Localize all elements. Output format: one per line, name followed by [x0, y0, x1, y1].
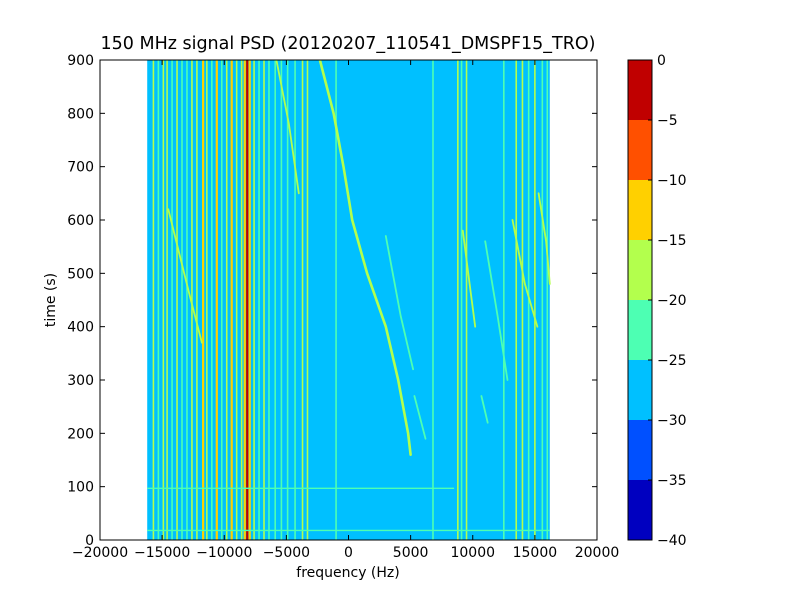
secondary-doppler-trace	[413, 395, 427, 440]
x-axis: −20000 −15000 −10000 −5000 0 5000 10000 15000 20…	[72, 60, 619, 561]
x-tick-label: 15000	[513, 545, 558, 561]
y-tick-label: 600	[67, 213, 94, 229]
colorbar-segment	[628, 480, 652, 540]
secondary-doppler-trace	[384, 235, 415, 371]
secondary-doppler-trace	[275, 60, 300, 195]
x-tick-label: 10000	[450, 545, 495, 561]
colorbar-tick-label: −40	[657, 533, 687, 549]
x-tick-label: 20000	[575, 545, 620, 561]
y-tick-label: 100	[67, 480, 94, 496]
x-tick-label: 5000	[393, 545, 429, 561]
colorbar-segment	[628, 240, 652, 300]
secondary-doppler-trace	[480, 395, 489, 424]
secondary-doppler-trace	[537, 192, 551, 285]
y-tick-label: 400	[67, 320, 94, 336]
heatmap-background	[147, 60, 550, 540]
secondary-doppler-trace	[484, 240, 509, 381]
colorbar-tick-label: −20	[657, 293, 687, 309]
heatmap-layer	[147, 60, 551, 540]
y-tick-label: 300	[67, 373, 94, 389]
colorbar-segment	[628, 60, 652, 120]
colorbar-tick-label: −25	[657, 353, 687, 369]
x-tick-label: −15000	[134, 545, 190, 561]
y-axis-label: time (s)	[43, 273, 59, 327]
colorbar-tick-label: 0	[657, 53, 666, 69]
colorbar-segment	[628, 120, 652, 180]
colorbar-tick-label: −35	[657, 473, 687, 489]
secondary-doppler-trace	[461, 229, 477, 328]
chart-title: 150 MHz signal PSD (20120207_110541_DMSP…	[101, 34, 596, 54]
secondary-doppler-trace	[511, 219, 539, 328]
colorbar-segment	[628, 180, 652, 240]
main-doppler-trace	[318, 60, 412, 457]
colorbar-tick-label: −10	[657, 173, 687, 189]
y-axis: 0 100 200 300 400 500 600 700 800 900	[67, 53, 597, 549]
colorbar-segment	[628, 360, 652, 420]
colorbar: −40 −35 −30 −25 −20 −15 −10 −5 0	[627, 53, 687, 549]
x-tick-label: −10000	[196, 545, 252, 561]
y-tick-label: 900	[67, 53, 94, 69]
secondary-doppler-trace	[167, 208, 203, 344]
colorbar-segment	[628, 300, 652, 360]
x-tick-label: −20000	[72, 545, 128, 561]
y-tick-label: 700	[67, 160, 94, 176]
colorbar-tick-label: −15	[657, 233, 687, 249]
colorbar-tick-label: −30	[657, 413, 687, 429]
y-tick-label: 800	[67, 106, 94, 122]
y-tick-label: 500	[67, 266, 94, 282]
y-tick-label: 0	[85, 533, 94, 549]
x-tick-label: 0	[344, 545, 353, 561]
colorbar-tick-label: −5	[657, 113, 678, 129]
y-tick-label: 200	[67, 426, 94, 442]
colorbar-segment	[628, 420, 652, 480]
x-tick-label: −5000	[263, 545, 310, 561]
x-axis-label: frequency (Hz)	[296, 565, 399, 581]
